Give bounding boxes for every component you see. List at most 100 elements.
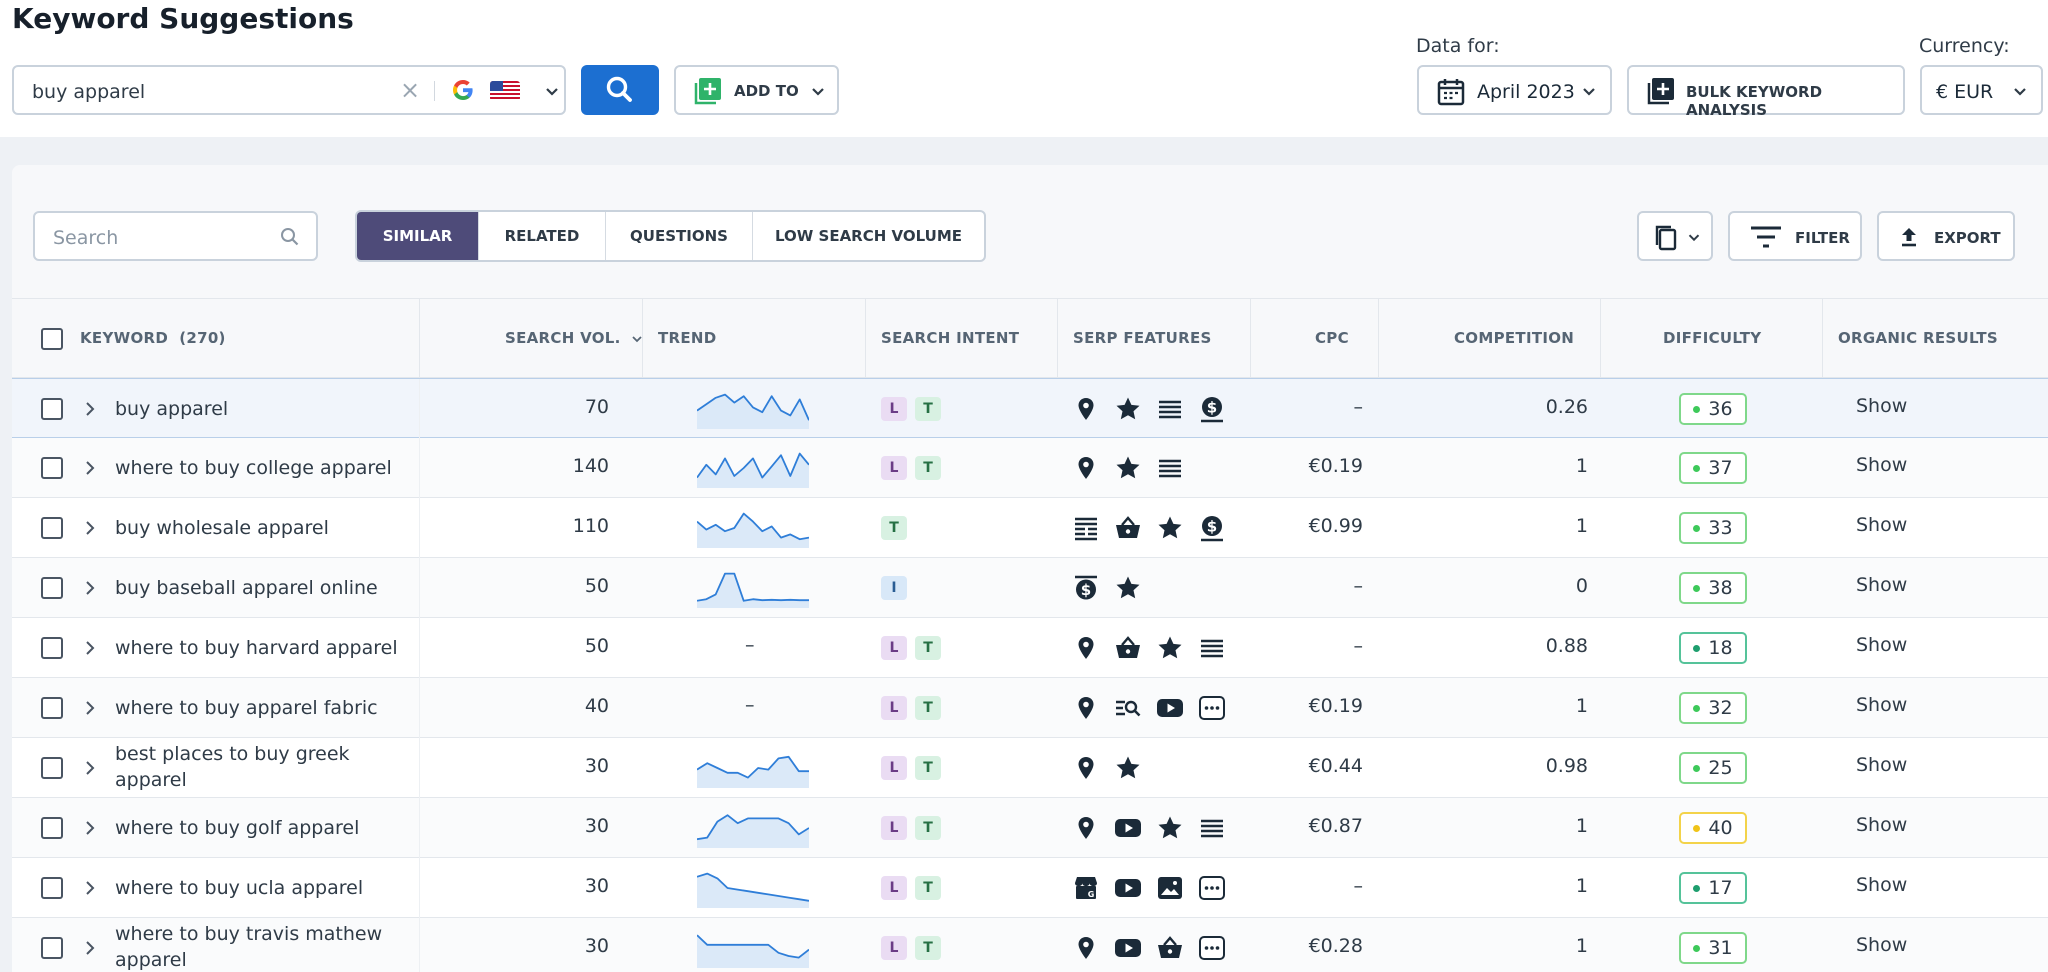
row-checkbox[interactable]	[41, 398, 63, 420]
show-organic-results-link[interactable]: Show	[1856, 574, 1908, 596]
table-search-placeholder: Search	[53, 227, 119, 249]
shopping-basket-icon	[1114, 634, 1142, 662]
column-divider	[419, 618, 420, 678]
more-features-icon	[1198, 934, 1226, 962]
row-checkbox[interactable]	[41, 697, 63, 719]
keyword-type-tabs: SIMILAR RELATED QUESTIONS LOW SEARCH VOL…	[355, 210, 986, 262]
column-divider	[1057, 299, 1058, 379]
show-organic-results-link[interactable]: Show	[1856, 814, 1908, 836]
difficulty-value: 40	[1708, 817, 1733, 839]
column-divider	[419, 738, 420, 798]
column-difficulty[interactable]: DIFFICULTY	[1663, 329, 1762, 347]
column-divider	[419, 858, 420, 918]
keyword-cell[interactable]: where to buy college apparel	[115, 457, 392, 479]
show-organic-results-link[interactable]: Show	[1856, 874, 1908, 896]
competition-cell: 1	[1575, 935, 1588, 957]
intent-badge: I	[881, 576, 907, 600]
table-row[interactable]: buy wholesale apparel 110 T $ €0.99 1 33…	[12, 498, 2048, 558]
row-checkbox[interactable]	[41, 577, 63, 599]
add-to-label: ADD TO	[734, 82, 799, 100]
keyword-search-value[interactable]: buy apparel	[32, 81, 146, 103]
copy-button[interactable]	[1637, 211, 1713, 261]
star-icon	[1156, 814, 1184, 842]
filter-button[interactable]: FILTER	[1728, 211, 1862, 261]
chevron-right-icon[interactable]	[82, 817, 98, 839]
row-checkbox[interactable]	[41, 757, 63, 779]
table-row[interactable]: buy baseball apparel online 50 I $ – 0 3…	[12, 558, 2048, 618]
search-button[interactable]	[581, 65, 659, 115]
keyword-cell[interactable]: where to buy harvard apparel	[115, 637, 398, 659]
show-organic-results-link[interactable]: Show	[1856, 454, 1908, 476]
show-organic-results-link[interactable]: Show	[1856, 395, 1908, 417]
keyword-cell[interactable]: where to buy travis mathew apparel	[115, 923, 383, 971]
difficulty-badge: 25	[1679, 752, 1747, 784]
keyword-cell[interactable]: best places to buy greek apparel	[115, 743, 350, 791]
chevron-right-icon[interactable]	[82, 877, 98, 899]
column-keyword[interactable]: KEYWORD (270)	[80, 329, 226, 347]
table-search-input[interactable]: Search	[33, 211, 318, 261]
chevron-right-icon[interactable]	[82, 457, 98, 479]
keyword-cell[interactable]: where to buy apparel fabric	[115, 697, 378, 719]
show-organic-results-link[interactable]: Show	[1856, 694, 1908, 716]
chevron-right-icon[interactable]	[82, 937, 98, 959]
chevron-right-icon[interactable]	[82, 637, 98, 659]
select-all-checkbox[interactable]	[41, 328, 63, 350]
shopping-basket-icon	[1114, 514, 1142, 542]
tab-questions[interactable]: QUESTIONS	[606, 212, 753, 260]
bulk-keyword-analysis-button[interactable]: BULK KEYWORD ANALYSIS	[1627, 65, 1905, 119]
add-to-button[interactable]: ADD TO	[674, 65, 839, 115]
copy-icon	[1655, 225, 1677, 251]
clear-icon[interactable]: ×	[400, 76, 421, 104]
chevron-right-icon[interactable]	[82, 757, 98, 779]
export-label: EXPORT	[1934, 229, 2001, 247]
row-checkbox[interactable]	[41, 457, 63, 479]
date-picker-button[interactable]: April 2023	[1417, 65, 1612, 115]
google-icon[interactable]	[451, 78, 475, 102]
show-organic-results-link[interactable]: Show	[1856, 754, 1908, 776]
column-competition[interactable]: COMPETITION	[1454, 329, 1575, 347]
column-search-volume[interactable]: SEARCH VOL.	[505, 329, 644, 347]
intent-badge: L	[881, 756, 907, 780]
currency-select[interactable]: € EUR	[1920, 65, 2043, 115]
keyword-cell[interactable]: where to buy golf apparel	[115, 817, 360, 839]
search-icon	[281, 228, 299, 246]
keyword-cell[interactable]: buy apparel	[115, 398, 229, 420]
tab-low-search-volume[interactable]: LOW SEARCH VOLUME	[774, 227, 962, 245]
keyword-search-input[interactable]: buy apparel ×	[12, 65, 566, 115]
keyword-cell[interactable]: buy baseball apparel online	[115, 577, 378, 599]
chevron-right-icon[interactable]	[82, 577, 98, 599]
row-checkbox[interactable]	[41, 817, 63, 839]
keyword-cell[interactable]: buy wholesale apparel	[115, 517, 329, 539]
chevron-right-icon[interactable]	[82, 517, 98, 539]
row-checkbox[interactable]	[41, 517, 63, 539]
difficulty-dot	[1693, 644, 1701, 652]
show-organic-results-link[interactable]: Show	[1856, 514, 1908, 536]
cpc-cell: –	[1353, 396, 1364, 418]
keyword-cell[interactable]: where to buy ucla apparel	[115, 877, 364, 899]
column-divider	[419, 798, 420, 858]
difficulty-badge: 38	[1679, 572, 1747, 604]
chevron-down-icon[interactable]	[542, 81, 562, 101]
tab-related[interactable]: RELATED	[479, 212, 606, 260]
chevron-right-icon[interactable]	[82, 398, 98, 420]
chevron-right-icon[interactable]	[82, 697, 98, 719]
us-flag-icon[interactable]	[490, 81, 520, 101]
export-button[interactable]: EXPORT	[1877, 211, 2015, 261]
trend-sparkline	[696, 928, 810, 968]
row-checkbox[interactable]	[41, 877, 63, 899]
show-organic-results-link[interactable]: Show	[1856, 634, 1908, 656]
row-checkbox[interactable]	[41, 937, 63, 959]
column-cpc[interactable]: CPC	[1315, 329, 1349, 347]
row-checkbox[interactable]	[41, 637, 63, 659]
show-organic-results-link[interactable]: Show	[1856, 934, 1908, 956]
tab-similar[interactable]: SIMILAR	[357, 212, 479, 260]
serp-features-cell	[1072, 934, 1226, 962]
